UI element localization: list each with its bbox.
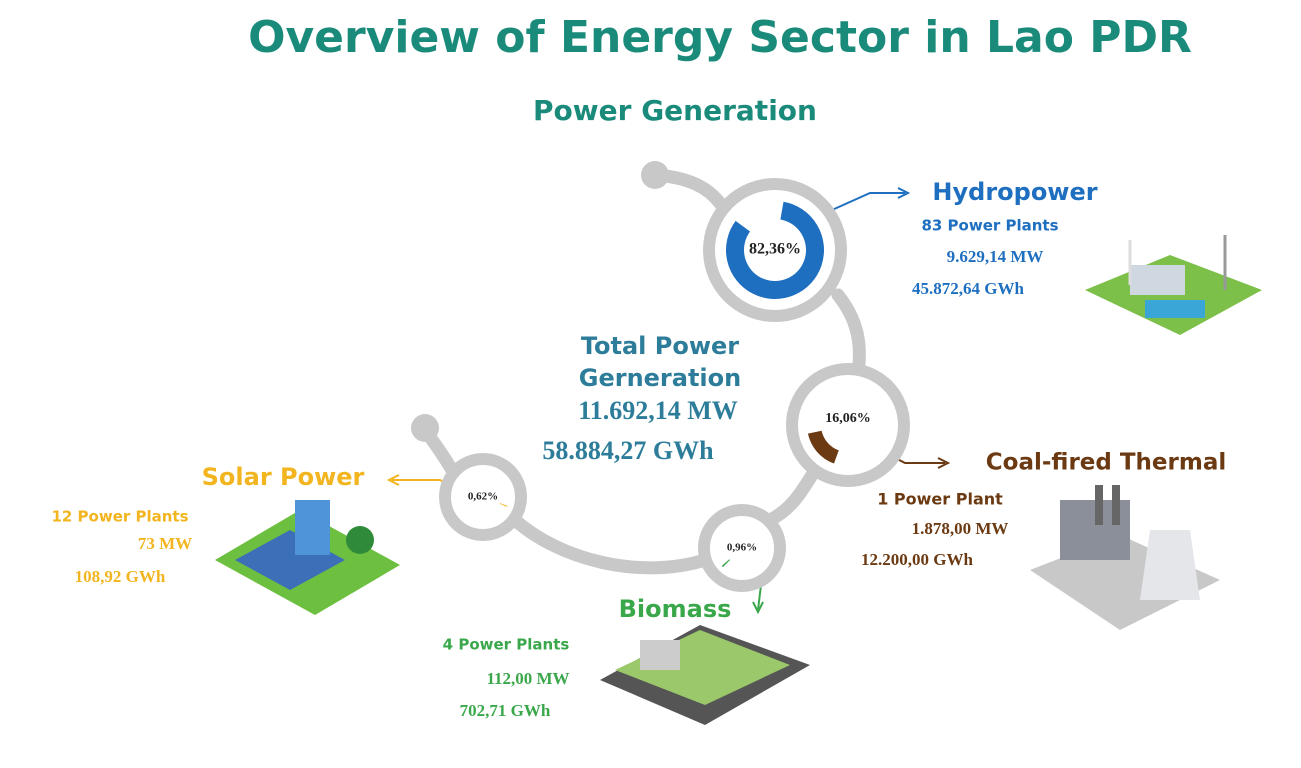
arrow [831,192,905,211]
source-name: Biomass [619,595,732,623]
building [295,500,330,555]
hydro-icon [1085,235,1262,335]
source-plants: 12 Power Plants [51,508,188,526]
share-arc [726,201,824,299]
building [1130,265,1185,295]
source-capacity: 73 MW [138,534,192,553]
share-label: 82,36% [749,241,801,258]
source-name: Solar Power [202,463,365,491]
source-capacity: 1.878,00 MW [912,519,1009,538]
source-energy: 12.200,00 GWh [861,550,973,569]
coal-icon [1030,485,1220,630]
source-capacity: 9.629,14 MW [947,247,1044,266]
total-energy: 58.884,27 GWh [542,436,714,465]
source-capacity: 112,00 MW [486,669,569,688]
source-name: Coal-fired Thermal [986,450,1226,476]
track-end [411,414,439,442]
track-end [641,161,669,189]
total-label: Total Power [581,332,739,360]
trees [346,526,374,554]
chimney [1112,485,1120,525]
solar-icon [215,500,400,615]
share-label: 0,96% [727,542,757,554]
source-plants: 83 Power Plants [921,217,1058,235]
share-label: 16,06% [825,411,871,426]
total-capacity: 11.692,14 MW [578,396,738,425]
source-plants: 1 Power Plant [877,490,1003,509]
share-label: 0,62% [468,491,498,503]
cooling-tower [1140,530,1200,600]
share-arc [721,559,731,568]
track-segment [508,513,712,575]
track-segment [763,463,822,527]
share-arc [807,430,840,464]
total-label: Gerneration [579,364,741,392]
arrow-head [937,457,951,469]
ring [439,453,527,541]
field [615,630,790,705]
arrow-head [897,187,911,199]
subtitle: Power Generation [533,94,817,127]
track-segment [831,288,866,379]
source-energy: 45.872,64 GWh [912,279,1024,298]
source-plants: 4 Power Plants [443,636,570,654]
arrow-head [386,474,400,486]
water [1145,300,1205,318]
source-name: Hydropower [932,178,1097,206]
title: Overview of Energy Sector in Lao PDR [248,12,1192,63]
ring [698,504,786,592]
arrow-head [752,601,764,615]
chimney [1095,485,1103,525]
biomass-icon [600,625,810,725]
source-energy: 702,71 GWh [460,701,551,720]
source-energy: 108,92 GWh [75,567,166,586]
building [640,640,680,670]
